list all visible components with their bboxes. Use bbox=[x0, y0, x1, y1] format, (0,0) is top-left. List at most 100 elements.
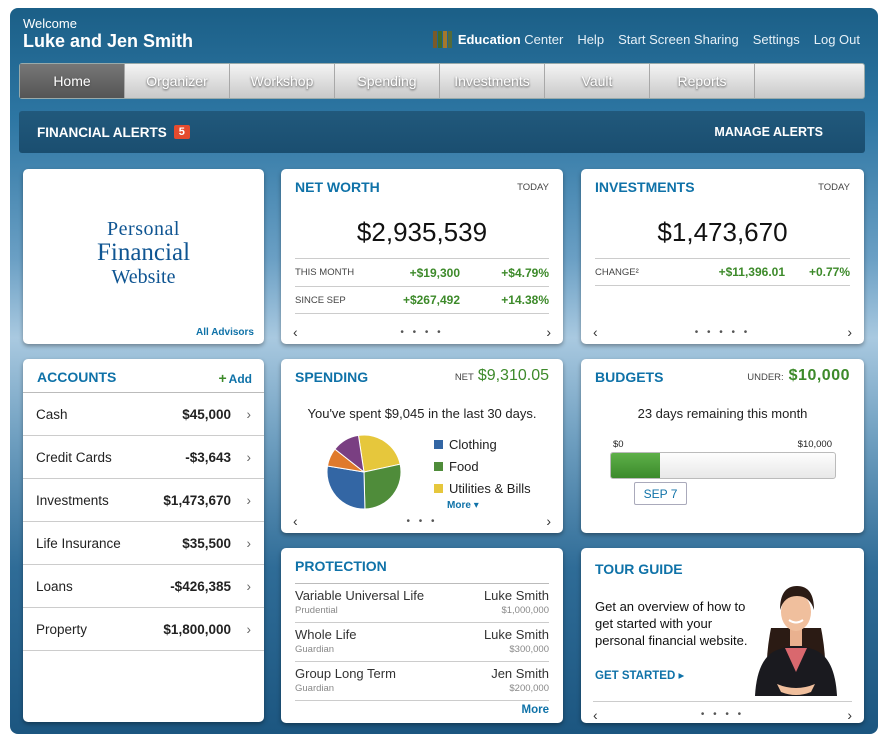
chevron-left-icon[interactable]: ‹ bbox=[293, 513, 298, 529]
pager-dots[interactable]: • • • • • bbox=[694, 326, 751, 338]
legend-swatch-food bbox=[434, 461, 443, 471]
tab-investments[interactable]: Investments bbox=[440, 64, 545, 98]
tab-organizer[interactable]: Organizer bbox=[125, 64, 230, 98]
spending-pie-chart[interactable] bbox=[326, 434, 402, 510]
account-amount: $1,800,000 bbox=[163, 621, 231, 637]
chevron-left-icon[interactable]: ‹ bbox=[593, 324, 598, 340]
chevron-right-icon[interactable]: › bbox=[546, 324, 551, 340]
budget-min-label: $0 bbox=[613, 439, 624, 450]
spending-pager: ‹ • • • › bbox=[293, 513, 551, 529]
net-worth-row: SINCE SEP +$267,492 +14.38% bbox=[295, 286, 549, 314]
under-value: $10,000 bbox=[788, 367, 850, 384]
legend-swatch-clothing bbox=[434, 439, 443, 449]
tab-reports[interactable]: Reports bbox=[650, 64, 755, 98]
spending-net: NET $9,310.05 bbox=[455, 367, 549, 385]
legend-swatch-utilities bbox=[434, 483, 443, 493]
policy-row[interactable]: Variable Universal Life Prudential Luke … bbox=[295, 584, 549, 623]
investments-period: TODAY bbox=[818, 182, 850, 193]
pager-dots[interactable]: • • • • bbox=[400, 326, 444, 338]
pager-dots[interactable]: • • • • bbox=[700, 709, 745, 720]
tour-guide-card: TOUR GUIDE Get an overview of how to get… bbox=[581, 548, 864, 723]
alerts-count-badge: 5 bbox=[173, 125, 190, 139]
legend-label: Utilities & Bills bbox=[449, 480, 531, 496]
chevron-right-icon[interactable]: › bbox=[847, 324, 852, 340]
app-window: Welcome Luke and Jen Smith Education Cen… bbox=[10, 8, 878, 734]
account-amount: $35,500 bbox=[182, 535, 231, 551]
pie-slice[interactable] bbox=[326, 465, 366, 510]
row-amount: +$19,300 bbox=[409, 265, 460, 280]
get-started-label: GET STARTED bbox=[595, 670, 676, 682]
policy-provider: Prudential bbox=[295, 605, 338, 616]
manage-alerts-link[interactable]: MANAGE ALERTS bbox=[714, 125, 823, 139]
education-label: Education bbox=[457, 31, 521, 47]
account-row-cash[interactable]: Cash $45,000 › bbox=[23, 393, 264, 436]
pie-slice[interactable] bbox=[357, 434, 401, 473]
under-label: UNDER: bbox=[747, 372, 784, 383]
tour-description: Get an overview of how to get started wi… bbox=[595, 599, 748, 648]
account-row-life-insurance[interactable]: Life Insurance $35,500 › bbox=[23, 522, 264, 565]
pie-slice[interactable] bbox=[334, 434, 365, 474]
protection-list: Variable Universal Life Prudential Luke … bbox=[295, 583, 549, 701]
chevron-right-icon: › bbox=[246, 621, 252, 637]
chevron-right-icon[interactable]: › bbox=[546, 513, 551, 529]
policy-row[interactable]: Whole Life Guardian Luke Smith $300,000 bbox=[295, 623, 549, 662]
chevron-right-icon: › bbox=[246, 578, 252, 594]
policy-provider: Guardian bbox=[295, 644, 335, 655]
tab-home[interactable]: Home bbox=[20, 64, 125, 98]
legend-item: Utilities & Bills bbox=[434, 477, 531, 499]
chevron-right-icon[interactable]: › bbox=[847, 706, 852, 723]
net-worth-title[interactable]: NET WORTH bbox=[295, 179, 380, 195]
tab-vault[interactable]: Vault bbox=[545, 64, 650, 98]
budgets-title[interactable]: BUDGETS bbox=[595, 369, 664, 385]
net-worth-row: THIS MONTH +$19,300 +$4.79% bbox=[295, 258, 549, 286]
settings-link[interactable]: Settings bbox=[752, 31, 800, 47]
policy-row[interactable]: Group Long Term Guardian Jen Smith $200,… bbox=[295, 662, 549, 701]
logout-link[interactable]: Log Out bbox=[813, 31, 860, 47]
policy-provider: Guardian bbox=[295, 683, 335, 694]
policy-owner: Jen Smith bbox=[491, 666, 549, 681]
protection-title[interactable]: PROTECTION bbox=[295, 558, 387, 574]
chevron-left-icon[interactable]: ‹ bbox=[593, 706, 598, 723]
protection-more-link[interactable]: More bbox=[521, 704, 549, 716]
get-started-link[interactable]: GET STARTED ▸ bbox=[595, 668, 684, 682]
policy-amount: $1,000,000 bbox=[501, 605, 549, 616]
spending-title[interactable]: SPENDING bbox=[295, 369, 369, 385]
pie-slice[interactable] bbox=[363, 463, 402, 510]
pager-dots[interactable]: • • • bbox=[406, 515, 438, 527]
main-nav: Home Organizer Workshop Spending Investm… bbox=[19, 63, 865, 99]
spending-more-link[interactable]: More ▾ bbox=[447, 500, 479, 511]
net-worth-card: NET WORTH TODAY $2,935,539 THIS MONTH +$… bbox=[281, 169, 563, 344]
user-name: Luke and Jen Smith bbox=[23, 31, 194, 51]
help-link[interactable]: Help bbox=[577, 31, 605, 47]
chevron-right-icon: › bbox=[246, 449, 252, 465]
alerts-title[interactable]: FINANCIAL ALERTS bbox=[37, 124, 167, 140]
account-name: Cash bbox=[36, 406, 68, 422]
welcome-label: Welcome bbox=[23, 16, 77, 31]
tour-guide-presenter-image bbox=[755, 586, 837, 696]
account-amount: -$426,385 bbox=[170, 578, 231, 594]
policy-owner: Luke Smith bbox=[483, 627, 549, 642]
row-label: SINCE SEP bbox=[295, 294, 346, 306]
account-row-investments[interactable]: Investments $1,473,670 › bbox=[23, 479, 264, 522]
accounts-title[interactable]: ACCOUNTS bbox=[37, 369, 117, 385]
account-row-loans[interactable]: Loans -$426,385 › bbox=[23, 565, 264, 608]
chevron-right-icon: › bbox=[246, 492, 252, 508]
budget-max-label: $10,000 bbox=[797, 439, 832, 450]
all-advisors-link[interactable]: All Advisors bbox=[196, 327, 254, 338]
budget-progress-fill bbox=[611, 453, 661, 478]
row-percent: +0.77% bbox=[808, 265, 850, 279]
budget-progress-bar[interactable] bbox=[610, 452, 836, 479]
education-center-link[interactable]: Education Center bbox=[432, 30, 563, 48]
add-account-button[interactable]: + Add bbox=[218, 370, 252, 386]
screen-sharing-link[interactable]: Start Screen Sharing bbox=[618, 31, 739, 47]
account-amount: -$3,643 bbox=[185, 449, 231, 465]
chevron-left-icon[interactable]: ‹ bbox=[293, 324, 298, 340]
policy-name: Group Long Term bbox=[295, 666, 396, 681]
tab-workshop[interactable]: Workshop bbox=[230, 64, 335, 98]
tab-spending[interactable]: Spending bbox=[335, 64, 440, 98]
tour-guide-title[interactable]: TOUR GUIDE bbox=[595, 561, 683, 577]
account-row-credit-cards[interactable]: Credit Cards -$3,643 › bbox=[23, 436, 264, 479]
account-row-property[interactable]: Property $1,800,000 › bbox=[23, 608, 264, 651]
spending-card: SPENDING NET $9,310.05 You've spent $9,0… bbox=[281, 359, 563, 533]
investments-title[interactable]: INVESTMENTS bbox=[595, 179, 695, 195]
